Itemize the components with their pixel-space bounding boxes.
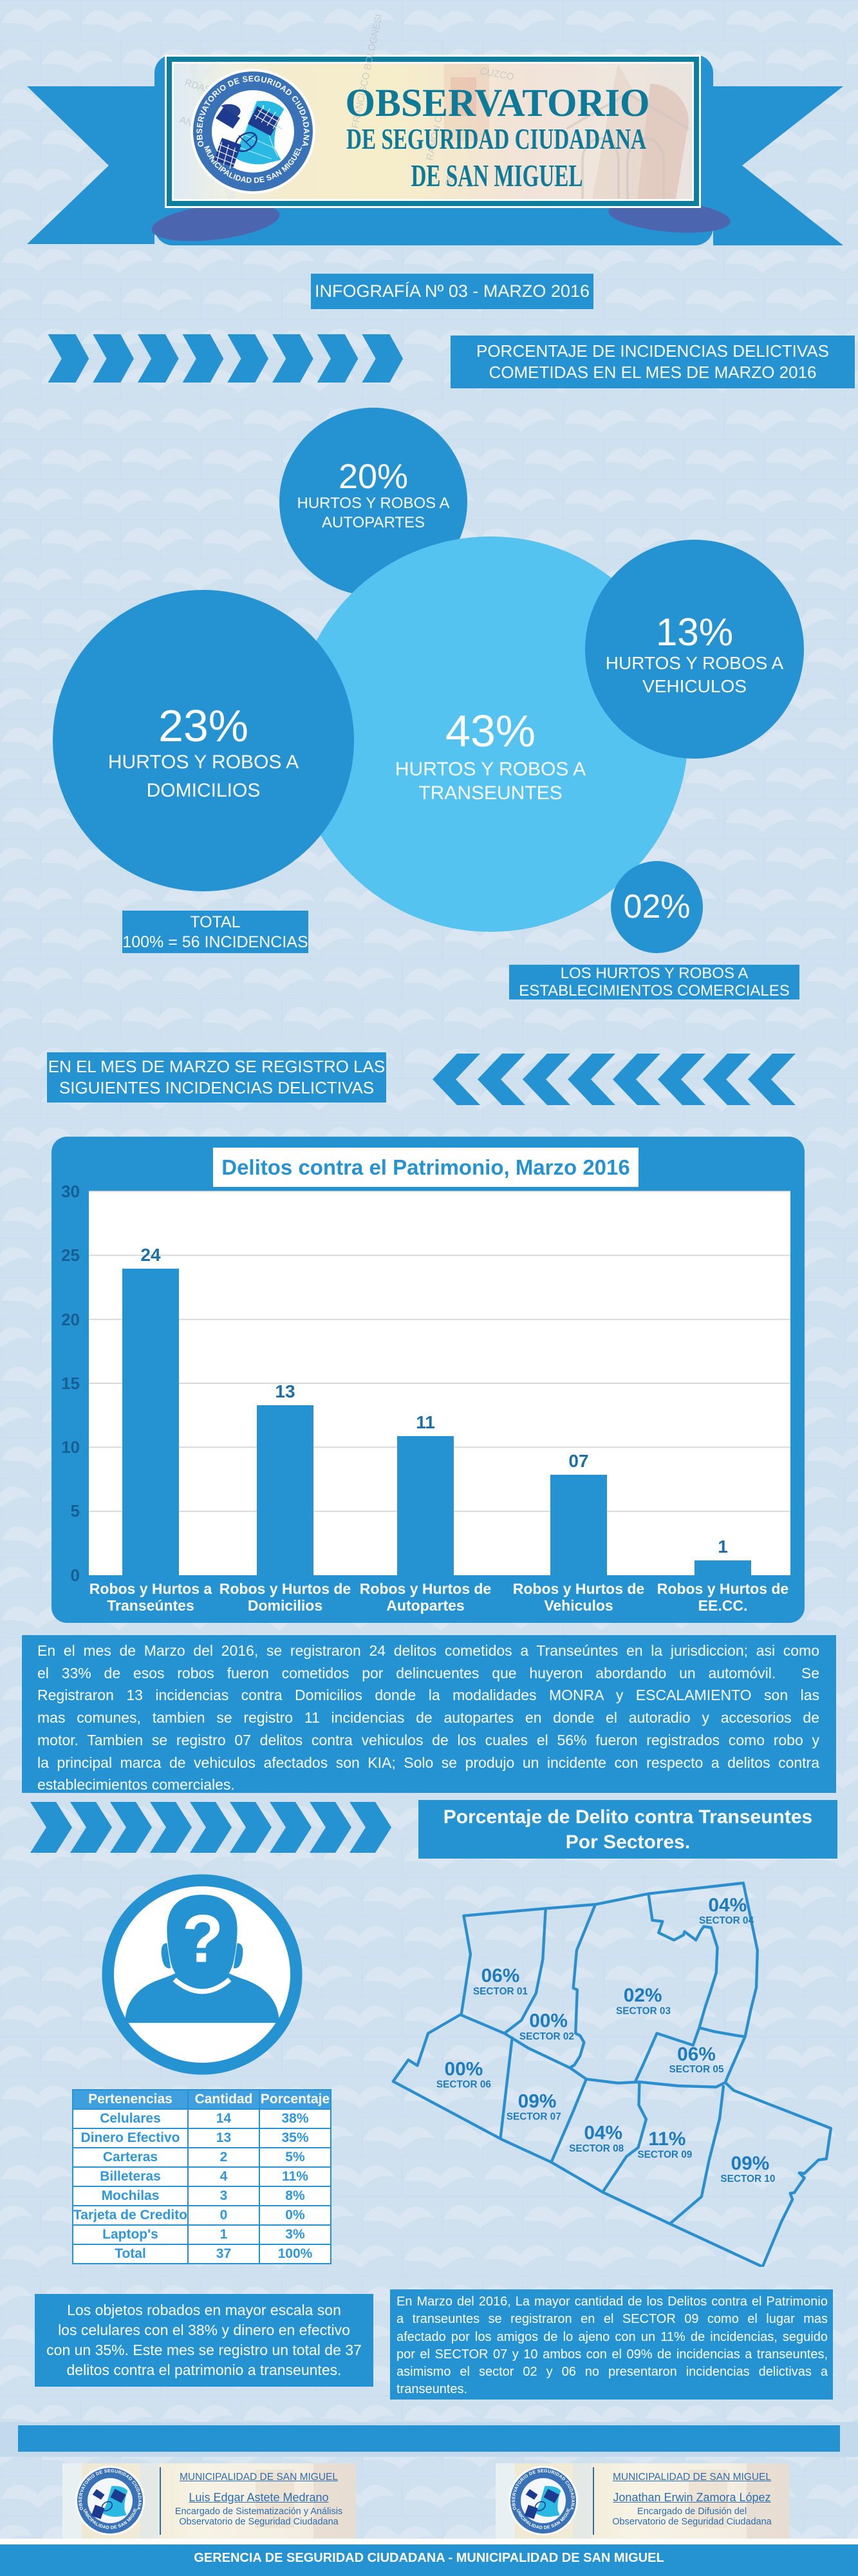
svg-text:SECTOR 01: SECTOR 01	[473, 1986, 528, 1997]
svg-text:09%: 09%	[518, 2090, 557, 2112]
svg-text:06%: 06%	[677, 2043, 716, 2065]
svg-text:Robos y Hurtos de: Robos y Hurtos de	[360, 1580, 491, 1597]
svg-text:06%: 06%	[481, 1965, 520, 1986]
svg-text:20: 20	[61, 1310, 80, 1329]
svg-text:04%: 04%	[584, 2122, 622, 2143]
svg-text:Vehiculos: Vehiculos	[544, 1597, 613, 1614]
svg-text:30: 30	[61, 1182, 80, 1201]
svg-text:07: 07	[568, 1451, 588, 1471]
svg-text:04%: 04%	[708, 1895, 747, 1916]
svg-text:DE SEGURIDAD CIUDADANA: DE SEGURIDAD CIUDADANA	[346, 122, 646, 155]
svg-text:02%: 02%	[624, 1985, 662, 2006]
svg-text:05: 05	[443, 174, 457, 187]
svg-text:SECTOR 10: SECTOR 10	[720, 2174, 775, 2184]
svg-text:SECTOR 05: SECTOR 05	[669, 2064, 724, 2075]
svg-text:Robos y Hurtos de: Robos y Hurtos de	[513, 1580, 644, 1597]
svg-text:SECTOR 03: SECTOR 03	[616, 2006, 671, 2017]
svg-text:Robos y Hurtos de: Robos y Hurtos de	[657, 1580, 788, 1597]
svg-text:1: 1	[718, 1537, 728, 1557]
svg-text:11%: 11%	[648, 2128, 685, 2150]
svg-text:SECTOR 09: SECTOR 09	[637, 2149, 692, 2160]
svg-text:SECTOR 07: SECTOR 07	[507, 2112, 561, 2123]
svg-text:DE SAN MIGUEL: DE SAN MIGUEL	[411, 158, 583, 193]
svg-text:10: 10	[61, 1437, 80, 1457]
svg-text:Robos y Hurtos a: Robos y Hurtos a	[89, 1580, 212, 1597]
svg-text:Domicilios: Domicilios	[248, 1597, 322, 1614]
svg-text:24: 24	[140, 1245, 161, 1265]
svg-text:0: 0	[71, 1566, 80, 1585]
svg-text:5: 5	[71, 1501, 80, 1520]
svg-text:15: 15	[61, 1374, 80, 1393]
svg-text:Transeúntes: Transeúntes	[107, 1597, 194, 1614]
svg-text:EE.CC.: EE.CC.	[698, 1597, 748, 1614]
svg-text:SECTOR 08: SECTOR 08	[569, 2143, 624, 2154]
svg-text:OBSERVATORIO: OBSERVATORIO	[346, 82, 650, 125]
svg-text:SECTOR 04: SECTOR 04	[699, 1915, 754, 1926]
svg-text:?: ?	[182, 1902, 223, 1977]
svg-text:00%: 00%	[445, 2058, 483, 2079]
svg-text:SECTOR 02: SECTOR 02	[519, 2031, 574, 2042]
svg-text:SECTOR 06: SECTOR 06	[436, 2079, 491, 2090]
svg-text:13: 13	[275, 1381, 295, 1401]
svg-text:09%: 09%	[731, 2153, 770, 2174]
svg-text:Robos y Hurtos de: Robos y Hurtos de	[219, 1580, 351, 1597]
svg-text:25: 25	[61, 1245, 80, 1265]
svg-text:00%: 00%	[529, 2011, 568, 2032]
svg-text:Autopartes: Autopartes	[386, 1597, 464, 1614]
svg-text:11: 11	[416, 1412, 435, 1432]
